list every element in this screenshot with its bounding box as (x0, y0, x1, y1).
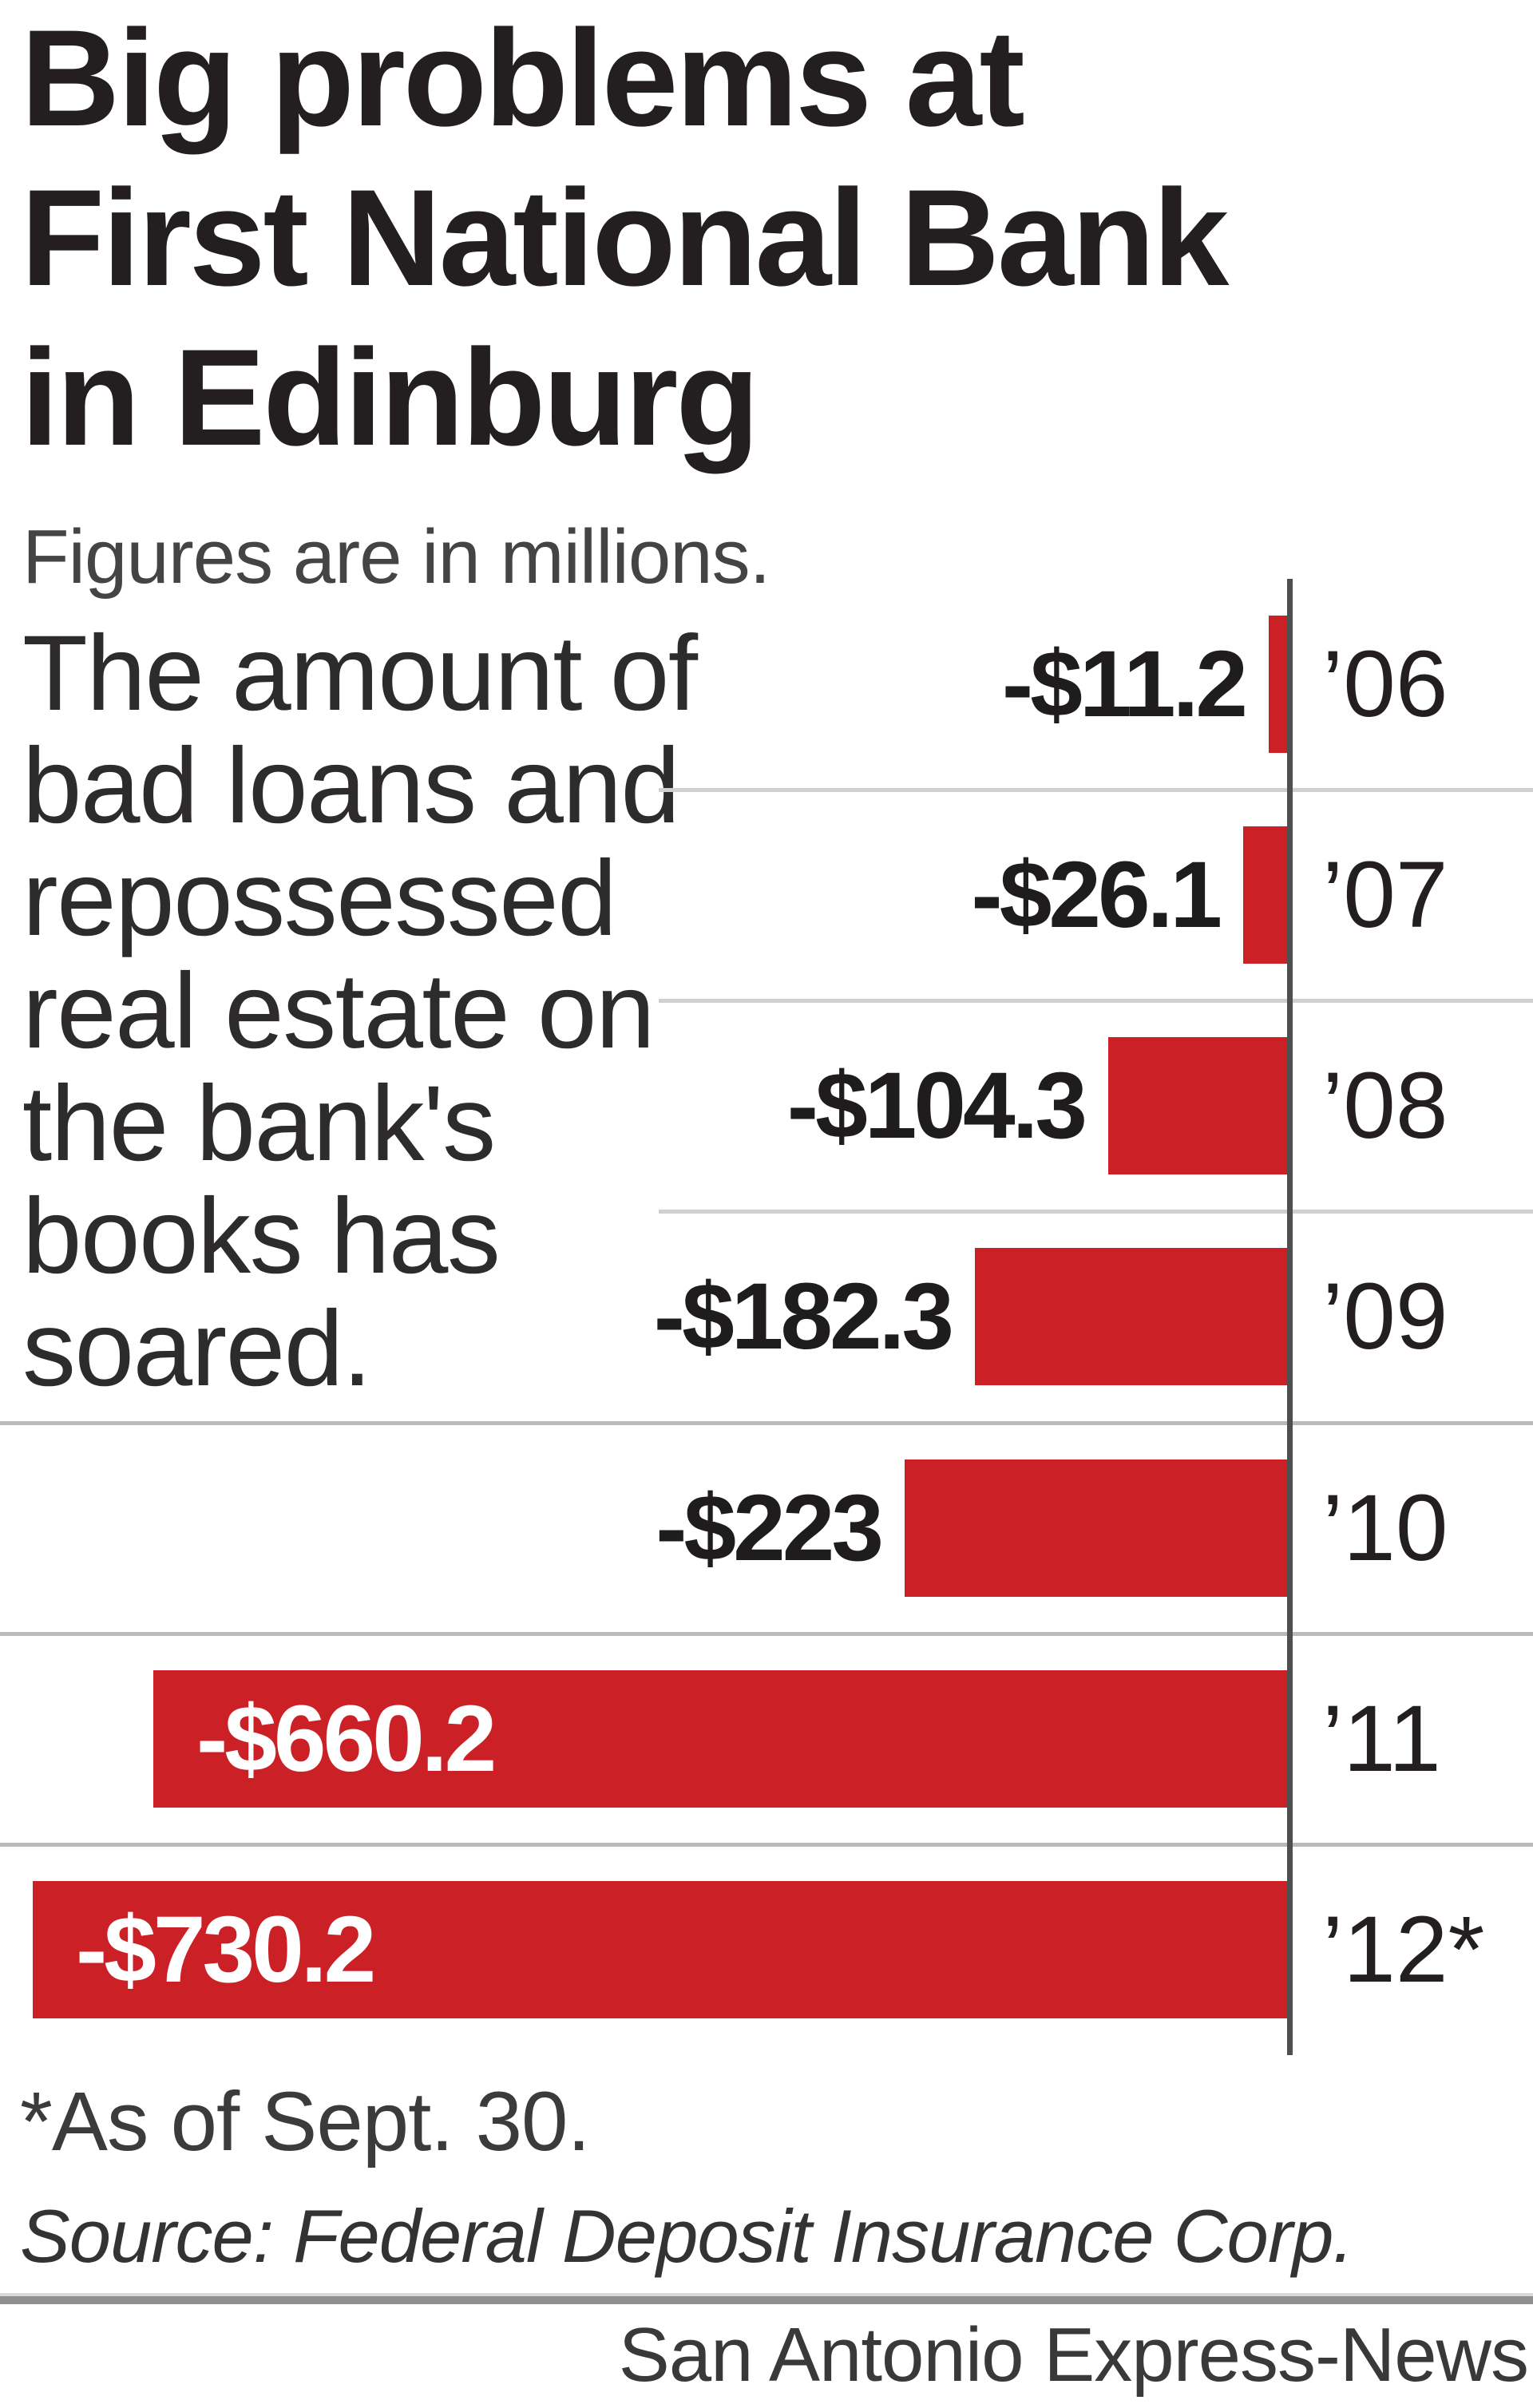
bar (1108, 1037, 1288, 1175)
source-note: Source: Federal Deposit Insurance Corp. (20, 2194, 1354, 2278)
row-divider (0, 1420, 1533, 1425)
bar-row-09: -$182.3 ’09 (0, 1211, 1533, 1422)
row-divider (0, 1631, 1533, 1636)
row-divider (659, 788, 1533, 793)
chart-subtitle: Figures are in millions. (22, 514, 770, 600)
intro-line: repossessed (22, 839, 617, 958)
footer-rule (0, 2296, 1533, 2304)
intro-line: soared. (22, 1289, 372, 1408)
year-label: ’06 (1322, 632, 1448, 738)
intro-line: bad loans and (22, 727, 680, 846)
row-divider (0, 1842, 1533, 1847)
bar-row-06: -$11.2 ’06 (0, 579, 1533, 790)
intro-line: The amount of (22, 614, 698, 733)
bar-row-07: -$26.1 ’07 (0, 790, 1533, 1000)
row-divider (659, 999, 1533, 1004)
bar (975, 1248, 1288, 1386)
zero-axis-line (1287, 579, 1293, 2055)
year-label: ’09 (1322, 1264, 1448, 1370)
value-label: -$223 (656, 1475, 884, 1581)
page-title-line-2: First National Bank (21, 161, 1229, 315)
row-divider (659, 1210, 1533, 1214)
intro-line: the bank's (22, 1064, 496, 1183)
bar-row-10: -$223 ’10 (0, 1423, 1533, 1634)
bar (1243, 826, 1288, 964)
intro-text: The amount of bad loans and repossessed … (22, 614, 698, 1408)
page-title-line-1: Big problems at (21, 2, 1025, 155)
value-label: -$182.3 (653, 1264, 954, 1370)
value-label: -$104.3 (786, 1053, 1087, 1159)
page-title-line-3: in Edinburg (21, 321, 759, 474)
value-label: -$660.2 (196, 1685, 497, 1792)
intro-line: books has (22, 1177, 501, 1296)
year-label: ’10 (1322, 1475, 1448, 1581)
year-label: ’08 (1322, 1053, 1448, 1159)
footnote: *As of Sept. 30. (20, 2075, 591, 2168)
page-title: Big problems at First National Bank in E… (21, 0, 1229, 477)
bar-row-08: -$104.3 ’08 (0, 1000, 1533, 1211)
year-label: ’12* (1322, 1896, 1485, 2002)
bar (33, 1880, 1288, 2018)
intro-line: real estate on (22, 952, 655, 1071)
year-label: ’07 (1322, 842, 1448, 949)
bar-row-11: -$660.2 ’11 (0, 1634, 1533, 1844)
year-label: ’11 (1322, 1685, 1441, 1792)
footer-rule-highlight (0, 2293, 1533, 2296)
value-label: -$11.2 (1001, 632, 1248, 738)
bar (153, 1669, 1288, 1808)
bar (1269, 616, 1288, 754)
value-label: -$730.2 (76, 1896, 376, 2002)
value-label: -$26.1 (971, 842, 1222, 949)
bar-chart: -$11.2’06 -$26.1’07 -$104.3’08 -$182.3’09 -$… (0, 579, 1533, 2055)
bar-row-12: -$730.2 ’12* (0, 1844, 1533, 2055)
bar (905, 1459, 1288, 1597)
credit-line: San Antonio Express-News (618, 2312, 1529, 2398)
